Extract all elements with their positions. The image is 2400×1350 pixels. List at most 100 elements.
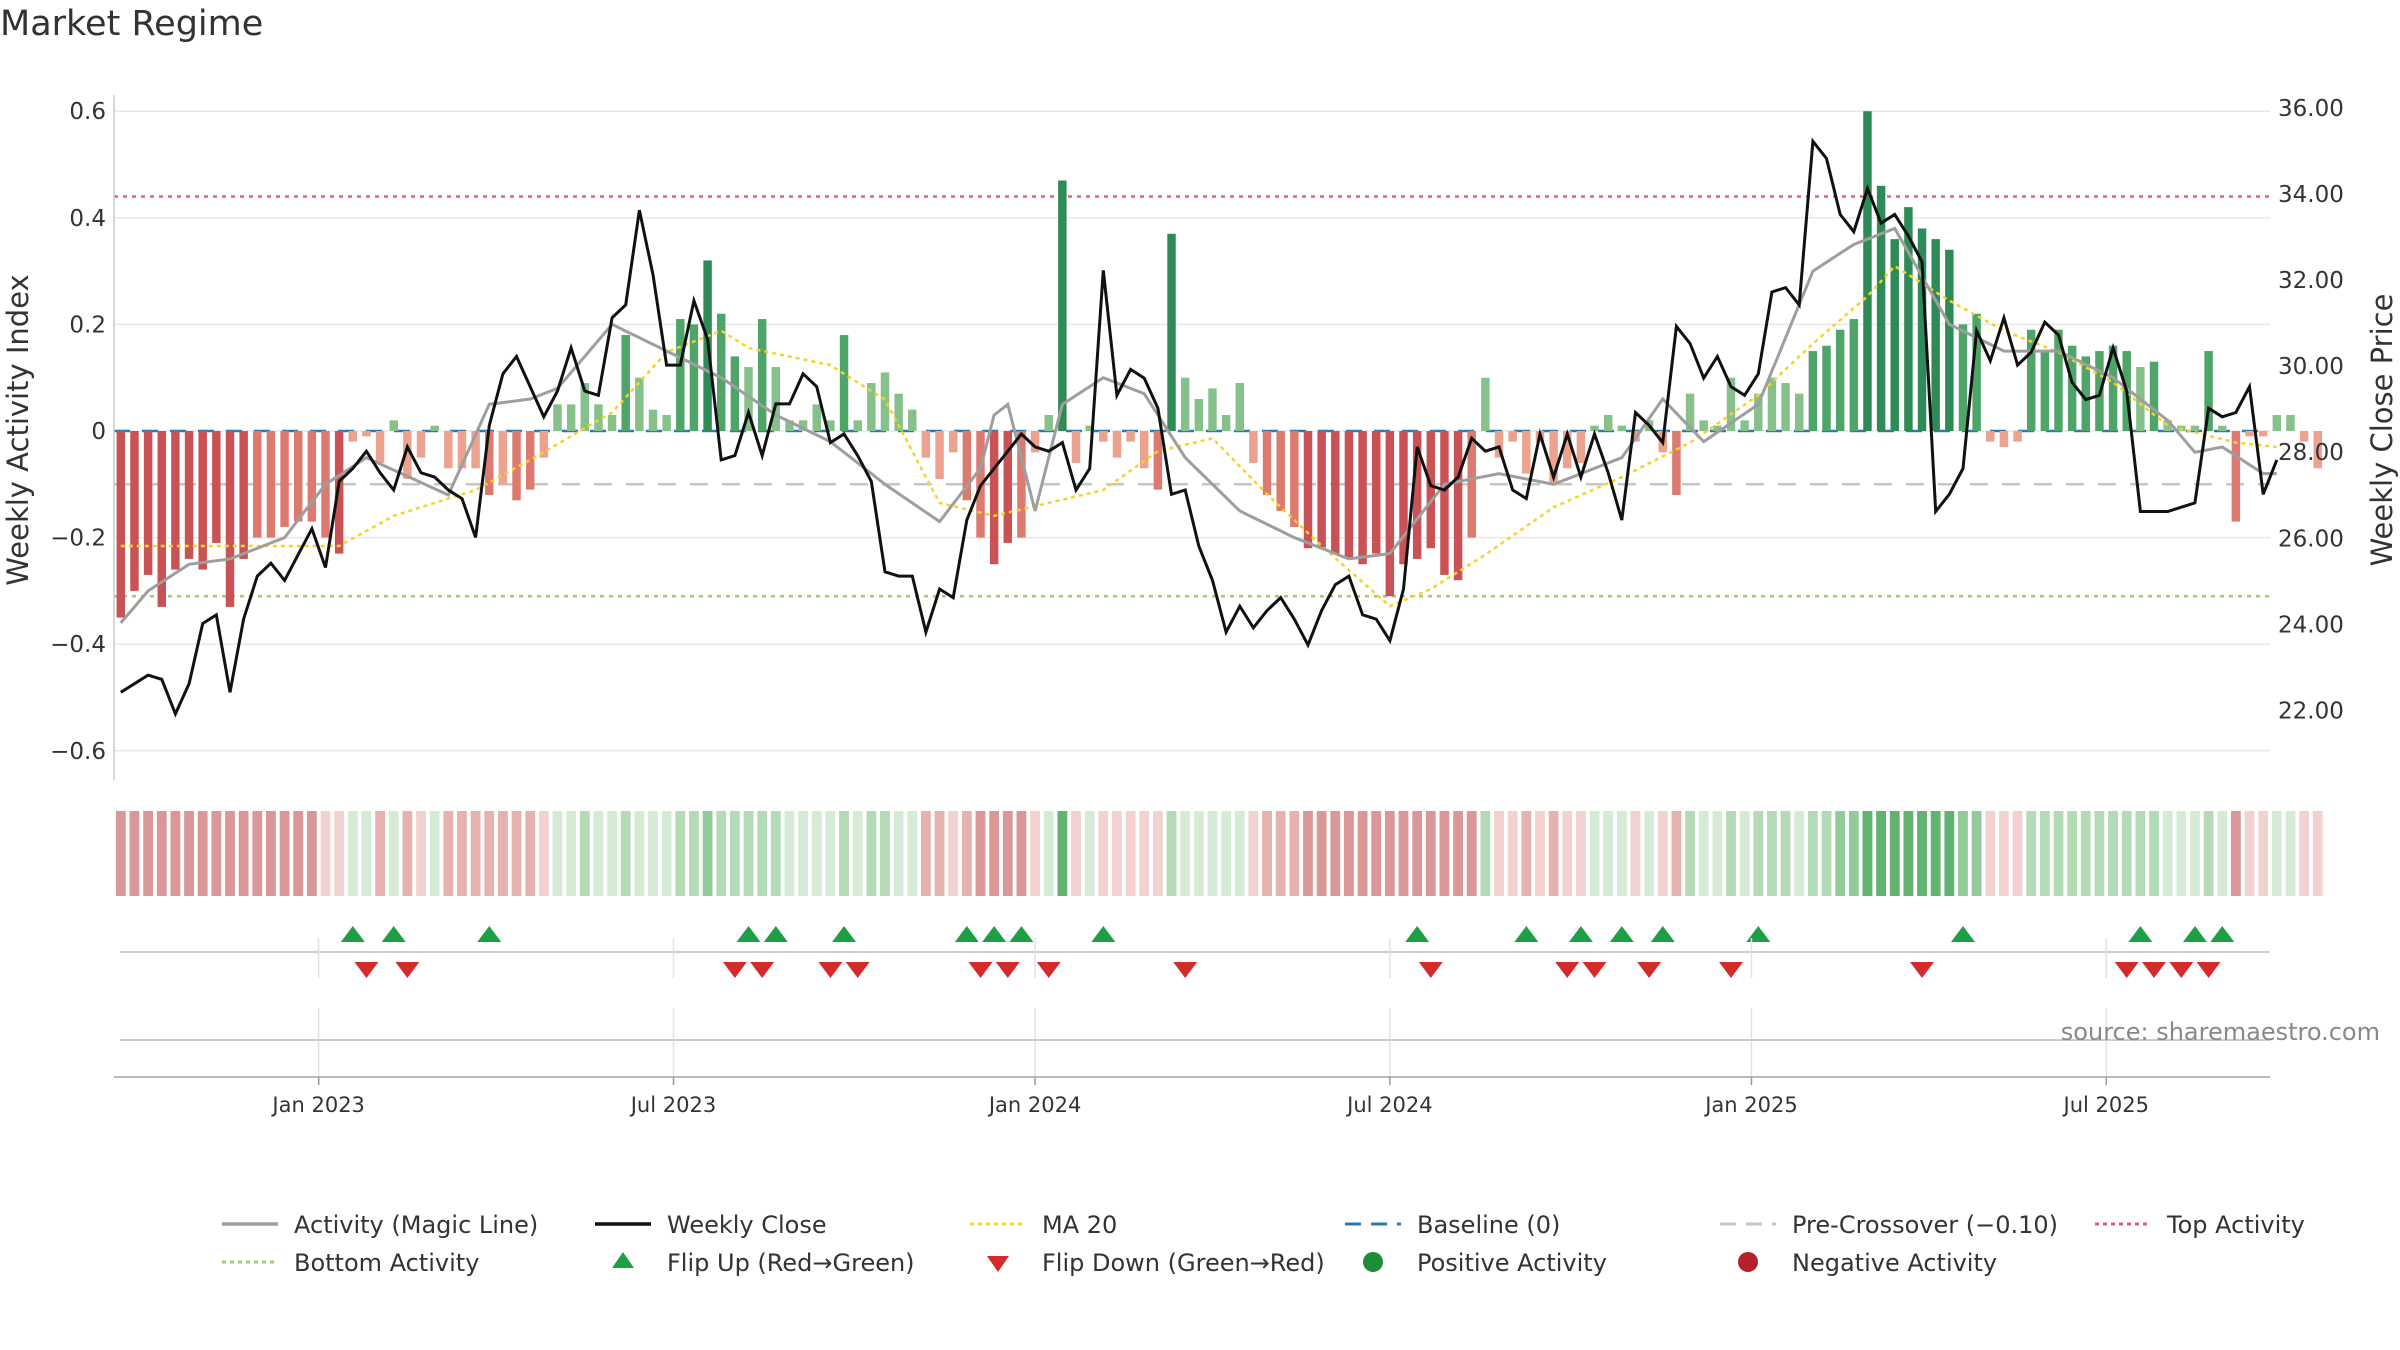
regime-strip-cell (1125, 811, 1136, 896)
legend-triangle-up-icon (612, 1252, 634, 1268)
legend-label: MA 20 (1042, 1211, 1117, 1239)
activity-bar (1699, 420, 1708, 431)
activity-bar (1194, 399, 1204, 431)
flip-up-marker (763, 926, 788, 942)
flip-up-marker (1746, 926, 1771, 942)
legend-label: Baseline (0) (1417, 1211, 1560, 1239)
activity-bar (157, 431, 166, 607)
flip-up-marker (381, 926, 406, 942)
regime-strip-cell (1152, 811, 1163, 896)
regime-strip-cell (1657, 811, 1668, 896)
y-left-tick-label: 0.2 (69, 312, 106, 338)
regime-strip-cell (1139, 811, 1150, 896)
regime-strip-cell (1112, 811, 1122, 896)
activity-bar (1849, 319, 1859, 431)
activity-bar (826, 420, 835, 431)
regime-strip-cell (1234, 811, 1245, 896)
activity-bar (239, 431, 248, 559)
time-axis-panel: Jan 2023 Jul 2023 Jan 2024 Jul 2024 Jan 2025… (114, 938, 2270, 1117)
regime-strip-cell (1535, 811, 1545, 896)
activity-bar (1508, 431, 1517, 442)
regime-strip-cell (934, 811, 945, 896)
regime-strip-cell (1575, 811, 1586, 896)
activity-bar (485, 431, 494, 495)
y-left-tick-label: 0.6 (69, 99, 106, 125)
regime-strip-cell (170, 811, 181, 896)
regime-strip-cell (593, 811, 604, 896)
activity-bar (553, 404, 562, 431)
regime-strip-cell (2108, 811, 2118, 896)
legend-circle-icon (1738, 1252, 1758, 1272)
regime-strip (115, 811, 2323, 896)
flip-up-marker (2182, 926, 2207, 942)
activity-bar (1917, 228, 1927, 431)
regime-strip-cell (1289, 811, 1300, 896)
regime-strip-cell (1876, 811, 1887, 896)
activity-bar (1481, 377, 1490, 431)
y-right-tick-label: 22.00 (2278, 699, 2344, 725)
regime-strip-cell (1466, 811, 1477, 896)
activity-bar (1085, 425, 1094, 431)
regime-strip-cell (252, 811, 263, 896)
regime-strip-cell (2026, 811, 2037, 896)
regime-strip-cell (484, 811, 495, 896)
regime-strip-cell (2149, 811, 2159, 896)
activity-bar (225, 431, 235, 607)
legend-item: Baseline (0) (1345, 1211, 1560, 1239)
activity-bar (1617, 425, 1627, 431)
series-lines (119, 137, 2279, 718)
flip-down-marker (995, 962, 1020, 978)
activity-bar (430, 425, 439, 431)
legend-label: Flip Up (Red→Green) (667, 1249, 915, 1277)
regime-strip-cell (334, 811, 345, 896)
activity-bar (212, 431, 221, 543)
activity-bar (2149, 361, 2159, 431)
activity-bars (116, 111, 2322, 618)
regime-strip-cell (1739, 811, 1750, 896)
regime-strip-cell (1071, 811, 1081, 896)
activity-bar (1317, 431, 1326, 549)
regime-strip-cell (1835, 811, 1846, 896)
activity-bar (2067, 345, 2077, 431)
activity-bar (171, 431, 180, 570)
regime-strip-cell (1221, 811, 1232, 896)
activity-bar (416, 431, 426, 458)
activity-bar (2272, 415, 2282, 431)
activity-bar (2163, 420, 2172, 431)
page-title: Market Regime (0, 4, 264, 44)
activity-bar (1522, 431, 1531, 474)
activity-bar (1876, 185, 1886, 431)
activity-bar (1767, 377, 1777, 431)
flip-up-marker (1568, 926, 1593, 942)
legend-item: Flip Down (Green→Red) (987, 1249, 1325, 1277)
regime-strip-cell (402, 811, 413, 896)
regime-strip-cell (2190, 811, 2200, 896)
regime-strip-cell (1180, 811, 1191, 896)
regime-strip-cell (2271, 811, 2282, 896)
activity-bar (539, 431, 549, 458)
regime-strip-cell (1562, 811, 1573, 896)
regime-strip-cell (607, 811, 617, 896)
activity-bar (525, 431, 535, 490)
activity-bar (1590, 425, 1599, 431)
activity-bar (2286, 415, 2295, 431)
activity-bar (935, 431, 944, 479)
activity-bar (962, 431, 972, 501)
regime-strip-cell (866, 811, 877, 896)
regime-strip-cell (2121, 811, 2132, 896)
regime-strip-cell (1371, 811, 1382, 896)
regime-strip-cell (306, 811, 317, 896)
activity-bar (607, 415, 617, 431)
regime-strip-cell (1712, 811, 1723, 896)
regime-strip-cell (129, 811, 140, 896)
legend-circle-icon (1363, 1252, 1383, 1272)
regime-strip-cell (2162, 811, 2173, 896)
regime-strip-cell (1453, 811, 1464, 896)
x-tick-label: Jul 2025 (2062, 1093, 2149, 1117)
activity-bar (2108, 345, 2118, 431)
regime-strip-cell (1016, 811, 1027, 896)
activity-bar (580, 383, 590, 431)
flip-up-marker (832, 926, 857, 942)
regime-strip-cell (1043, 811, 1054, 896)
activity-magic-line (119, 226, 2277, 624)
